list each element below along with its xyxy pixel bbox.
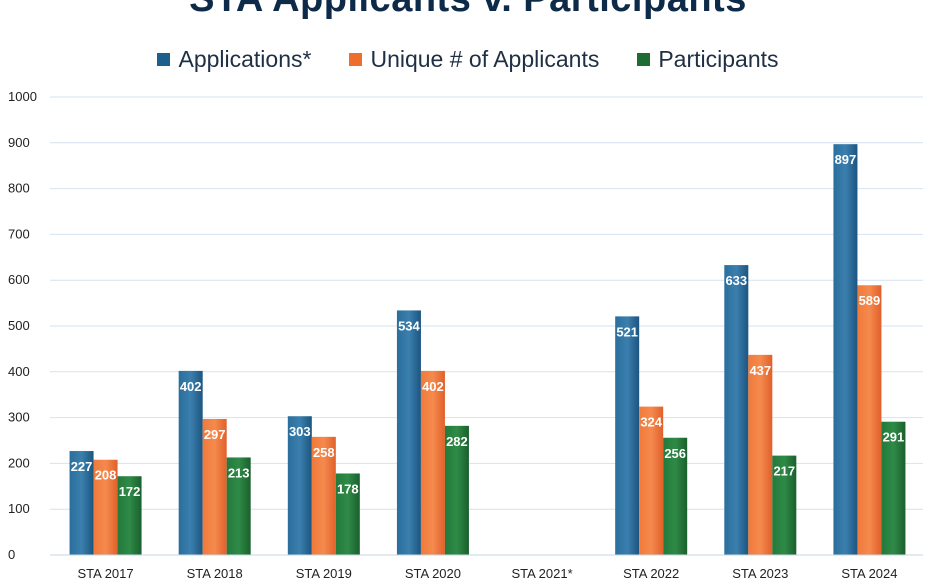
y-tick-label: 700 (8, 226, 30, 241)
legend-item-applications: Applications* (157, 46, 311, 73)
bar-unique-of-applicants-0 (93, 459, 118, 555)
x-tick-label: STA 2020 (405, 566, 461, 581)
legend-label-applications: Applications* (178, 46, 312, 72)
x-tick-label: STA 2024 (841, 566, 897, 581)
data-label: 282 (446, 434, 468, 449)
bar-unique-of-applicants-5 (639, 406, 664, 555)
legend-swatch-unique-applicants (349, 53, 363, 66)
y-tick-label: 200 (8, 455, 30, 470)
bar-participants-2 (335, 473, 360, 555)
bar-participants-5 (663, 437, 688, 555)
x-tick-label: STA 2022 (623, 566, 679, 581)
bar-applications--6 (724, 265, 749, 555)
data-label: 402 (422, 379, 444, 394)
y-tick-label: 100 (8, 501, 30, 516)
data-label: 589 (859, 293, 881, 308)
data-label: 437 (749, 363, 771, 378)
legend-item-unique-applicants: Unique # of Applicants (349, 46, 599, 73)
bar-applications--0 (69, 451, 94, 555)
y-tick-label: 500 (8, 318, 30, 333)
legend-item-participants: Participants (637, 46, 779, 73)
bar-participants-3 (444, 425, 469, 555)
y-tick-label: 300 (8, 410, 30, 425)
data-label: 303 (289, 424, 311, 439)
legend-label-participants: Participants (658, 46, 779, 72)
bar-unique-of-applicants-7 (857, 285, 882, 555)
x-tick-label: STA 2017 (77, 566, 133, 581)
data-label: 178 (337, 481, 359, 496)
legend-swatch-applications (157, 53, 171, 66)
data-label: 324 (640, 415, 662, 430)
chart-title: STA Applicants v. Participants (0, 0, 936, 21)
y-tick-label: 1000 (8, 89, 37, 104)
data-label: 213 (228, 465, 250, 480)
x-tick-label: STA 2018 (187, 566, 243, 581)
chart-legend: Applications* Unique # of Applicants Par… (0, 46, 936, 73)
x-tick-label: STA 2021* (511, 566, 572, 581)
data-label: 256 (664, 446, 686, 461)
bar-participants-1 (226, 457, 251, 555)
bar-unique-of-applicants-1 (202, 418, 227, 555)
data-label: 534 (398, 318, 420, 333)
bar-participants-0 (117, 476, 142, 555)
bar-participants-6 (772, 455, 797, 555)
data-label: 633 (725, 273, 747, 288)
legend-label-unique-applicants: Unique # of Applicants (370, 46, 600, 72)
y-tick-label: 900 (8, 135, 30, 150)
bar-applications--2 (287, 416, 312, 555)
bar-applications--5 (615, 316, 640, 555)
y-tick-label: 400 (8, 364, 30, 379)
y-tick-label: 600 (8, 272, 30, 287)
x-tick-label: STA 2019 (296, 566, 352, 581)
data-label: 402 (180, 379, 202, 394)
data-label: 521 (616, 324, 638, 339)
bar-unique-of-applicants-6 (748, 354, 773, 555)
y-tick-label: 800 (8, 181, 30, 196)
bar-applications--3 (396, 310, 421, 555)
data-label: 172 (119, 484, 141, 499)
bar-applications--7 (833, 144, 858, 555)
x-tick-label: STA 2023 (732, 566, 788, 581)
bar-unique-of-applicants-2 (311, 436, 336, 555)
data-label: 291 (883, 430, 905, 445)
bar-participants-7 (881, 421, 906, 555)
legend-swatch-participants (637, 53, 651, 66)
data-label: 217 (773, 464, 795, 479)
bar-unique-of-applicants-3 (420, 370, 445, 555)
data-label: 258 (313, 445, 335, 460)
data-label: 297 (204, 427, 226, 442)
data-label: 208 (95, 468, 117, 483)
data-label: 227 (71, 459, 93, 474)
y-tick-label: 0 (8, 547, 15, 562)
data-label: 897 (835, 152, 857, 167)
bar-applications--1 (178, 370, 203, 555)
